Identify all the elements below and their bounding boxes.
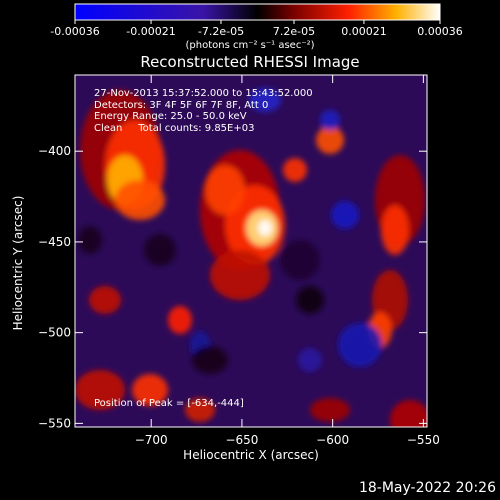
colorbar-gradient (74, 3, 441, 21)
colorbar-tick-label: 0.00036 (417, 25, 463, 38)
emission-blob (331, 201, 359, 229)
emission-blob (75, 370, 125, 410)
colorbar-tick-label: -0.00021 (126, 25, 175, 38)
plot-frame (74, 74, 428, 428)
emission-blob (283, 158, 307, 182)
info-detectors: Detectors: 3F 4F 5F 6F 7F 8F, Att 0 (94, 99, 269, 111)
emission-blob (310, 398, 350, 422)
x-tick-label: −650 (225, 433, 258, 447)
timestamp: 18-May-2022 20:26 (358, 480, 496, 496)
emission-blob (249, 88, 281, 112)
y-tick-label: −500 (38, 326, 71, 340)
y-tick-label: −550 (38, 416, 71, 430)
x-tick-label: −550 (407, 433, 440, 447)
info-counts: Clean Total counts: 9.85E+03 (94, 122, 255, 134)
x-tick-label: −700 (135, 433, 168, 447)
emission-blob (338, 323, 382, 367)
heatmap-image (75, 75, 427, 427)
y-tick-label: −400 (38, 144, 71, 158)
emission-blob (280, 240, 320, 280)
colorbar-tick-label: -7.2e-05 (198, 25, 244, 38)
colorbar-tick-label: 0.00021 (341, 25, 387, 38)
emission-blob (89, 286, 121, 314)
info-block: 27-Nov-2013 15:37:52.000 to 15:43:52.000… (94, 88, 313, 134)
colorbar-units: (photons cm⁻² s⁻¹ asec⁻²) (185, 40, 315, 51)
chart-title: Reconstructed RHESSI Image (140, 53, 360, 71)
emission-blob (296, 286, 324, 314)
emission-blob (168, 306, 192, 334)
info-time-range: 27-Nov-2013 15:37:52.000 to 15:43:52.000 (94, 88, 313, 99)
x-axis-label: Heliocentric X (arcsec) (183, 448, 319, 462)
info-energy-range: Energy Range: 25.0 - 50.0 keV (94, 111, 247, 122)
colorbar-tick-label: 7.2e-05 (273, 25, 315, 38)
emission-blob (316, 126, 344, 154)
x-tick-label: −600 (316, 433, 349, 447)
emission-blob (258, 220, 272, 236)
emission-blob (205, 165, 245, 215)
emission-blob (115, 180, 165, 220)
emission-blob (78, 226, 102, 254)
emission-blob (390, 400, 427, 427)
emission-blob (381, 205, 409, 255)
emission-blob (144, 234, 176, 266)
y-axis-label: Heliocentric Y (arcsec) (11, 195, 25, 331)
emission-blob (298, 348, 322, 372)
colorbar-tick-label: -0.00036 (50, 25, 99, 38)
y-tick-label: −450 (38, 235, 71, 249)
emission-blob (210, 250, 270, 300)
emission-blob (185, 398, 215, 422)
colorbar: -0.00036 -0.00021 -7.2e-05 7.2e-05 0.00021 0.… (50, 3, 463, 38)
emission-blob (132, 374, 168, 406)
emission-blob (192, 346, 228, 374)
peak-position-label: Position of Peak = [-634,-444] (94, 398, 244, 409)
emission-blob (320, 110, 340, 130)
